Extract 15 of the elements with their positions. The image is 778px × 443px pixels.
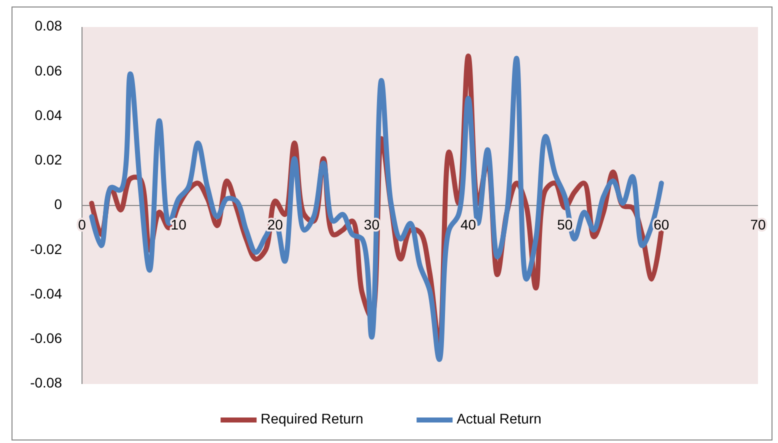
y-tick-label: -0.08 bbox=[30, 374, 62, 391]
y-tick-label: 0.04 bbox=[34, 106, 62, 123]
y-tick-label: -0.04 bbox=[30, 285, 62, 302]
y-tick-label: 0 bbox=[54, 196, 62, 212]
x-tick-label: 70 bbox=[750, 216, 766, 232]
x-tick-label: 0 bbox=[78, 216, 86, 232]
x-tick-label: 40 bbox=[460, 216, 476, 232]
x-tick-label: 60 bbox=[654, 216, 670, 232]
y-tick-label: -0.02 bbox=[30, 240, 62, 257]
y-tick-label: -0.06 bbox=[30, 330, 62, 346]
y-tick-label: 0.02 bbox=[34, 152, 62, 168]
legend-label: Required Return bbox=[260, 410, 364, 427]
y-tick-label: 0.08 bbox=[34, 18, 62, 34]
y-tick-label: 0.06 bbox=[34, 62, 62, 78]
legend-label: Actual Return bbox=[456, 410, 542, 427]
